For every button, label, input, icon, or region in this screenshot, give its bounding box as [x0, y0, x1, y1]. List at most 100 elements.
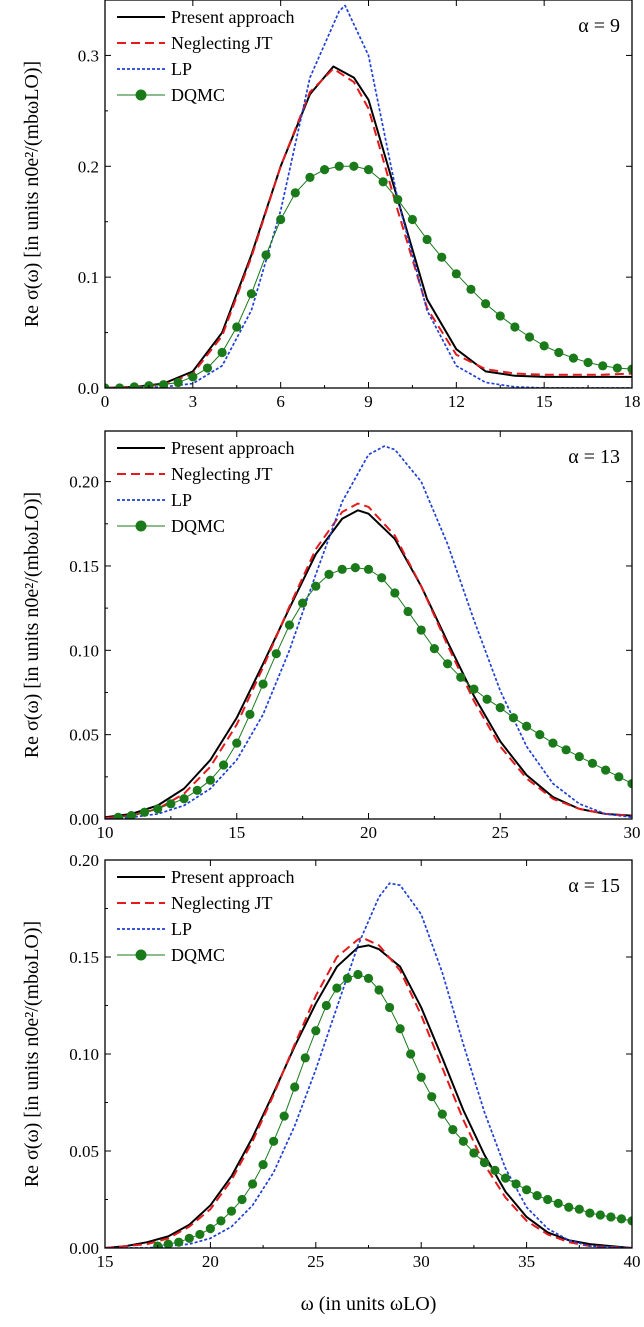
data-point-dqmc	[179, 794, 189, 804]
data-point-dqmc	[469, 1148, 479, 1158]
x-tick-label: 20	[202, 1252, 219, 1271]
data-point-dqmc	[324, 569, 334, 579]
data-point-dqmc	[574, 751, 584, 762]
legend-label-present-approach: Present approach	[171, 438, 294, 458]
y-tick-label: 0.05	[69, 1142, 99, 1161]
data-point-dqmc	[553, 1198, 563, 1208]
data-point-dqmc	[407, 214, 418, 225]
data-point-dqmc	[363, 165, 374, 175]
data-point-dqmc	[202, 363, 213, 373]
x-tick-label: 25	[307, 1252, 324, 1271]
legend-label-neglecting-jt: Neglecting JT	[171, 893, 272, 913]
y-tick-label: 0.1	[78, 268, 99, 287]
data-point-dqmc	[258, 1159, 268, 1170]
data-point-dqmc	[612, 363, 622, 373]
series-line-neglecting-jt	[105, 67, 632, 388]
x-tick-label: 15	[228, 823, 245, 842]
data-point-dqmc	[290, 1082, 300, 1092]
data-point-dqmc	[616, 1214, 627, 1224]
legend-label-dqmc: DQMC	[171, 516, 225, 536]
data-point-dqmc	[403, 606, 413, 617]
data-point-dqmc	[217, 347, 227, 358]
data-point-dqmc	[192, 785, 202, 795]
y-tick-label: 0.00	[69, 1239, 99, 1258]
x-tick-label: 9	[364, 392, 373, 411]
y-tick-label: 0.00	[69, 810, 99, 829]
data-point-dqmc	[269, 1136, 279, 1146]
data-point-dqmc	[276, 214, 286, 225]
data-point-dqmc	[481, 299, 491, 309]
y-tick-label: 0.2	[78, 157, 99, 176]
series-line-dqmc	[105, 165, 632, 388]
data-point-dqmc	[129, 382, 139, 388]
data-point-dqmc	[442, 659, 453, 669]
x-tick-label: 40	[624, 1252, 641, 1271]
data-point-dqmc	[158, 380, 169, 388]
x-tick-label: 12	[448, 392, 465, 411]
data-point-dqmc	[363, 973, 374, 983]
data-point-dqmc	[543, 1194, 553, 1205]
data-point-dqmc	[126, 811, 136, 819]
data-point-dqmc	[319, 165, 330, 175]
series-line-neglecting-jt	[105, 502, 632, 819]
legend-marker-dqmc	[135, 89, 147, 101]
legend-marker-dqmc	[135, 520, 147, 532]
data-point-dqmc	[598, 361, 608, 371]
y-tick-label: 0.3	[78, 46, 99, 65]
alpha-annotation: α = 13	[568, 446, 620, 468]
y-axis-label: Re σ(ω) [in units n0e²/(mbωLO)]	[21, 61, 43, 327]
legend: Present approach Neglecting JT LP DQMC	[117, 867, 294, 965]
data-point-dqmc	[105, 383, 110, 388]
legend-label-lp: LP	[171, 919, 192, 939]
series-line-present-approach	[105, 65, 632, 388]
data-point-dqmc	[495, 311, 505, 321]
data-point-dqmc	[245, 709, 255, 720]
data-point-dqmc	[568, 353, 579, 363]
data-point-dqmc	[535, 730, 545, 740]
legend: Present approach Neglecting JT LP DQMC	[117, 438, 294, 536]
data-point-dqmc	[495, 703, 505, 713]
data-point-dqmc	[232, 322, 242, 332]
data-point-dqmc	[422, 234, 432, 245]
data-point-dqmc	[458, 1136, 468, 1146]
y-tick-label: 0.20	[69, 851, 99, 870]
data-point-dqmc	[188, 372, 198, 382]
data-point-dqmc	[144, 381, 154, 388]
x-tick-label: 6	[276, 392, 285, 411]
data-point-dqmc	[284, 620, 295, 630]
data-point-dqmc	[522, 1185, 532, 1195]
x-tick-label: 15	[97, 1252, 114, 1271]
x-axis-label: ω (in units ωLO)	[301, 1293, 437, 1315]
data-point-dqmc	[332, 983, 342, 993]
data-point-dqmc	[554, 347, 564, 358]
data-point-dqmc	[522, 721, 532, 731]
series-group	[105, 445, 632, 819]
data-point-dqmc	[237, 1194, 247, 1205]
data-point-dqmc	[290, 188, 300, 198]
data-point-dqmc	[595, 1210, 605, 1220]
x-tick-label: 15	[536, 392, 553, 411]
y-tick-label: 0.10	[69, 641, 99, 660]
series-line-present-approach	[105, 509, 632, 819]
data-point-dqmc	[614, 772, 624, 782]
data-point-dqmc	[479, 1158, 490, 1168]
series-line-lp	[105, 445, 632, 819]
x-tick-label: 0	[101, 392, 110, 411]
data-point-dqmc	[311, 1026, 321, 1036]
data-point-dqmc	[174, 1237, 184, 1247]
data-point-dqmc	[393, 194, 403, 205]
chart-panel-2: 10 15 20 25 30 0.00 0.05 0.10 0.15 0.20 α = 13 Pres…	[21, 430, 641, 842]
chart-panel-3: 15 20 25 30 35 40 0.00 0.05 0.10 0.15 0.20 α = 15 Pr…	[21, 851, 641, 1315]
data-point-dqmc	[374, 985, 384, 995]
data-point-dqmc	[490, 1165, 500, 1175]
legend-label-present-approach: Present approach	[171, 7, 294, 27]
data-point-dqmc	[377, 573, 387, 583]
data-point-dqmc	[585, 1208, 595, 1218]
y-tick-label: 0.0	[78, 379, 99, 398]
data-point-dqmc	[298, 598, 308, 608]
data-point-dqmc	[532, 1191, 542, 1201]
data-point-dqmc	[561, 745, 571, 755]
data-point-dqmc	[279, 1111, 289, 1121]
x-tick-label: 20	[360, 823, 377, 842]
legend-label-lp: LP	[171, 59, 192, 79]
